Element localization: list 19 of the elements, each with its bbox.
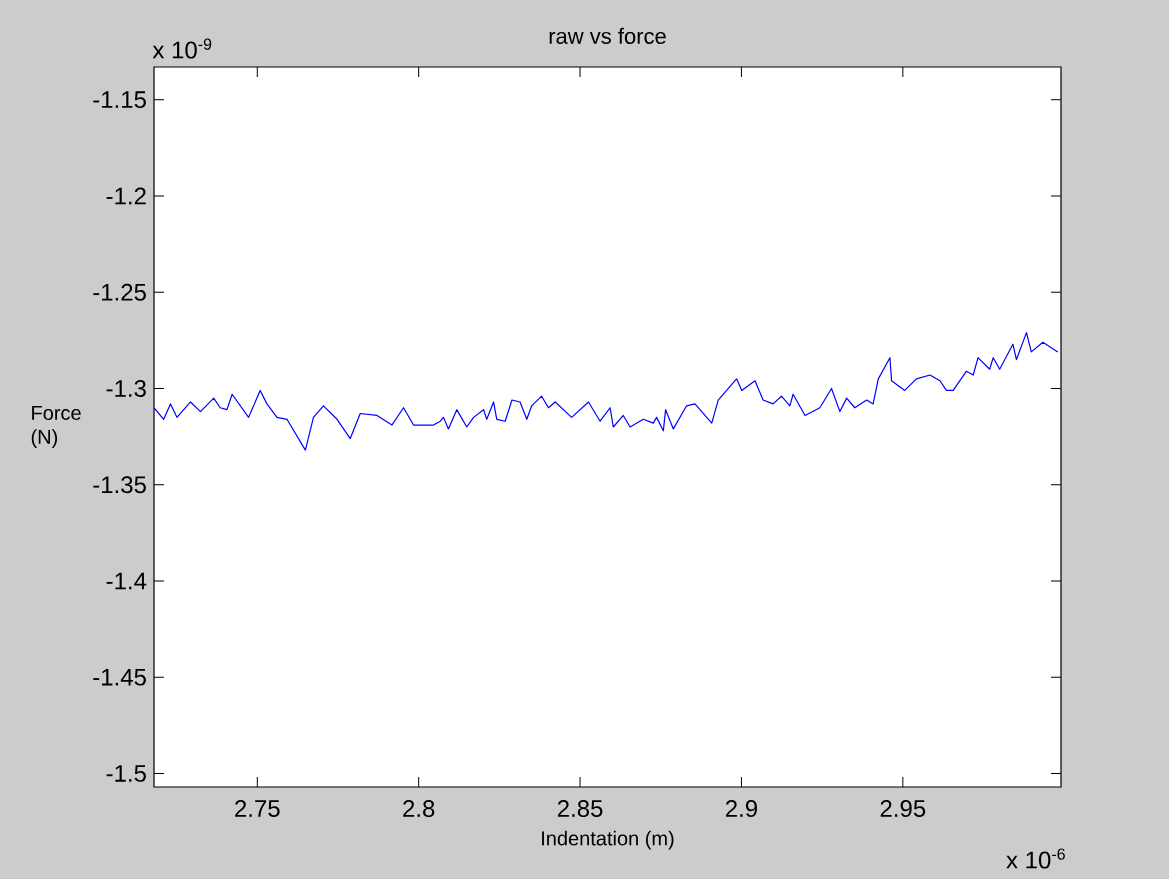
x-tick-label: 2.75: [235, 800, 280, 818]
y-tick-label: -1.45: [93, 668, 146, 686]
y-tick-label: -1.2: [106, 187, 146, 205]
y-tick-label: -1.15: [93, 91, 146, 109]
y-tick-label: -1.35: [93, 476, 146, 494]
y-tick-label: -1.4: [106, 572, 147, 590]
y-tick-label: -1.25: [93, 283, 146, 301]
x-tick-label: 2.8: [403, 800, 435, 818]
y-tick-label: -1.5: [106, 765, 146, 782]
x-tick-label: 2.95: [880, 800, 926, 818]
x-axis-title: Indentation (m): [542, 830, 674, 850]
line-series: [154, 332, 1059, 451]
text: x 10$^{-9}$: [152, 38, 212, 59]
y-tick-label: -1.3: [106, 380, 146, 397]
y-axis-title: Force (N): [31, 406, 81, 448]
chart-title: raw vs force: [549, 27, 666, 44]
x-tick-label: 2.85: [557, 800, 603, 818]
text: x 10$^{-6}$: [1006, 848, 1065, 869]
x-tick-label: 2.9: [725, 800, 757, 818]
